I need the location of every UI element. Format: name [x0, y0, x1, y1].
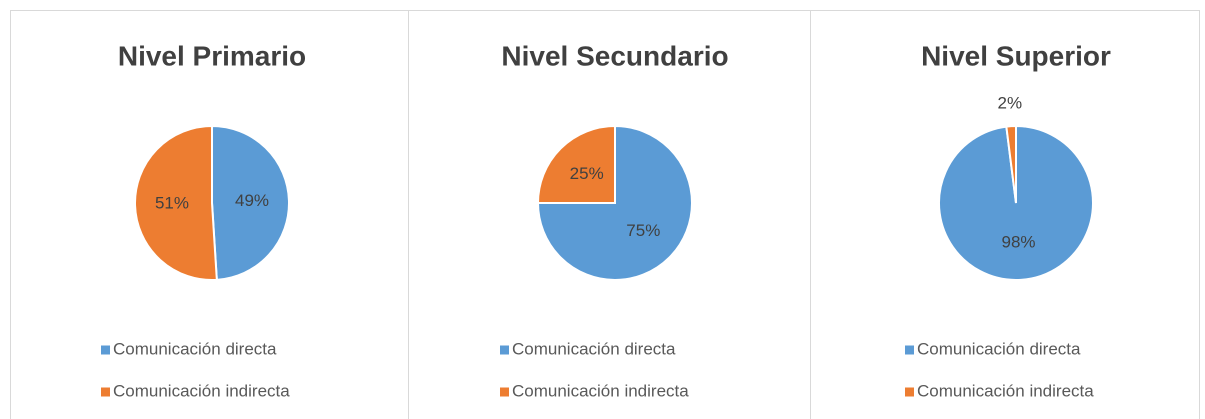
legend-swatch — [500, 387, 509, 397]
legend-label: Comunicación indirecta — [917, 381, 1094, 400]
chart-title: Nivel Superior — [921, 40, 1111, 71]
legend-swatch — [101, 387, 110, 397]
chart-title: Nivel Secundario — [501, 40, 728, 71]
pie-slice — [536, 124, 616, 204]
legend-swatch — [101, 345, 110, 355]
pie-slice — [134, 124, 218, 281]
pie-slice — [1005, 124, 1017, 204]
data-label: 98% — [1001, 232, 1035, 251]
data-label: 2% — [997, 94, 1022, 113]
data-label: 25% — [570, 164, 604, 183]
data-label: 49% — [235, 191, 269, 210]
data-label: 75% — [626, 221, 660, 240]
pie-slice — [536, 124, 693, 281]
legend-label: Comunicación indirecta — [512, 381, 689, 400]
frame — [10, 10, 1200, 419]
legend-swatch — [905, 345, 914, 355]
chart-title: Nivel Primario — [118, 40, 306, 71]
legend-label: Comunicación indirecta — [113, 381, 290, 400]
data-label: 51% — [155, 194, 189, 213]
legend-label: Comunicación directa — [113, 339, 277, 358]
pie-slice — [211, 124, 290, 281]
legend-label: Comunicación directa — [512, 339, 676, 358]
legend-label: Comunicación directa — [917, 339, 1081, 358]
legend-swatch — [500, 345, 509, 355]
legend-swatch — [905, 387, 914, 397]
